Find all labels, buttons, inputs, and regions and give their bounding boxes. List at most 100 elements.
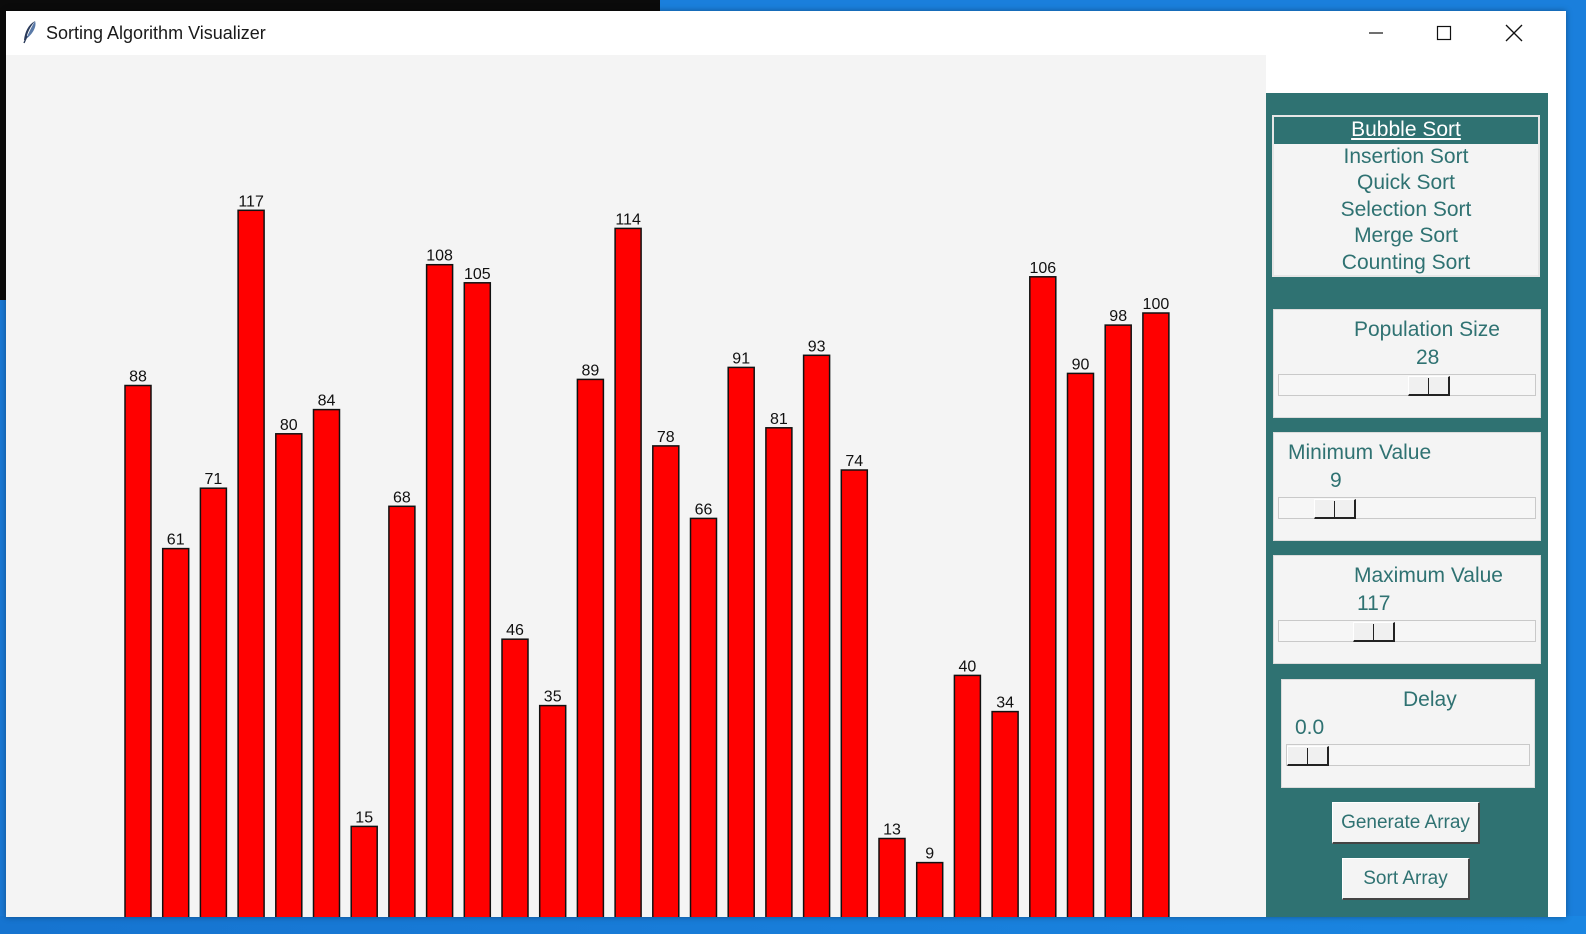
app-window: Sorting Algorithm Visualizer 88 61 71 117 80… [6,11,1566,917]
control-panel: Bubble Sort Insertion Sort Quick Sort Se… [1266,93,1548,917]
bar-value-label: 89 [582,362,600,379]
bar [614,227,642,917]
minimize-button[interactable] [1342,11,1410,55]
bar-value-label: 88 [129,369,147,386]
bar [199,487,228,917]
bar [689,517,718,917]
bar-value-label: 114 [615,211,641,228]
minimum-value-value: 9 [1330,469,1342,492]
desktop-background-top [660,0,1586,12]
bar-value-label: 15 [355,809,373,826]
bar-value-label: 40 [959,658,977,675]
bar-value-label: 13 [883,822,901,839]
bar [765,427,793,917]
bar-value-label: 93 [808,338,826,355]
maximum-value-label: Maximum Value [1354,564,1503,587]
close-icon [1505,24,1523,42]
minimum-value-slider-thumb[interactable] [1314,499,1356,519]
bar [425,263,454,917]
bar [275,433,303,917]
population-size-label: Population Size [1354,318,1500,341]
bar-value-label: 90 [1072,356,1090,373]
bar [1029,276,1057,917]
bar-value-label: 74 [845,453,863,470]
generate-array-button[interactable]: Generate Array [1332,802,1480,844]
algorithm-option[interactable]: Quick Sort [1356,171,1456,195]
bar-value-label: 98 [1109,308,1127,325]
bar [953,674,982,917]
panel-top-strip [1266,55,1566,93]
population-size-slider-thumb[interactable] [1408,376,1450,396]
bar-value-label: 34 [996,695,1014,712]
bar-value-label: 61 [167,532,185,549]
title-bar[interactable]: Sorting Algorithm Visualizer [6,11,1566,55]
algorithm-option[interactable]: Selection Sort [1340,197,1472,221]
algorithm-listbox[interactable]: Bubble Sort Insertion Sort Quick Sort Se… [1272,115,1540,277]
bar [802,354,831,917]
bar [538,704,567,917]
bar-value-label: 46 [506,622,524,639]
bar [1104,324,1132,917]
bar-value-label: 81 [770,411,788,428]
bar [576,378,605,917]
bar [915,861,944,917]
bar-value-label: 80 [280,417,298,434]
algorithm-option[interactable]: Bubble Sort [1274,117,1538,144]
algorithm-option[interactable]: Merge Sort [1354,224,1458,248]
window-title: Sorting Algorithm Visualizer [46,23,266,43]
sort-array-button[interactable]: Sort Array [1342,858,1470,900]
delay-slider-thumb[interactable] [1287,746,1329,766]
bar-value-label: 91 [732,350,750,367]
bar-value-label: 68 [393,489,411,506]
bar-canvas: 88 61 71 117 80 84 15 68 108 105 46 35 89 114 78 66 91 81… [6,55,1266,917]
bar [124,384,152,917]
minimum-value-slider[interactable] [1278,497,1536,519]
maximum-value-value: 117 [1357,592,1391,615]
bar-value-label: 106 [1029,260,1056,277]
bar-value-label: 66 [695,501,713,518]
bar [463,282,492,917]
bar [840,469,869,917]
minimum-value-label: Minimum Value [1288,441,1432,464]
bar-chart: 88 61 71 117 80 84 15 68 108 105 46 35 89 114 78 66 91 81… [124,193,1170,917]
population-size-value: 28 [1416,346,1440,369]
bar [652,445,680,917]
desktop-background-right [1566,0,1586,934]
bar [350,825,378,917]
maximum-value-slider-thumb[interactable] [1353,622,1395,642]
bar-value-label: 9 [925,846,934,863]
delay-value: 0.0 [1295,716,1325,739]
bar [1066,372,1095,917]
algorithm-option[interactable]: Counting Sort [1341,250,1471,274]
delay-scale: Delay 0.0 [1281,679,1535,788]
bar-value-label: 35 [544,689,562,706]
bar [727,366,755,917]
bar [991,710,1019,917]
population-size-scale: Population Size 28 [1273,309,1541,418]
bar [501,638,529,917]
bar [388,505,416,917]
maximize-button[interactable] [1410,11,1478,55]
bar-value-label: 117 [238,193,264,210]
algorithm-option[interactable]: Insertion Sort [1343,144,1469,168]
minimum-value-scale: Minimum Value 9 [1273,432,1541,541]
bar-value-label: 71 [205,471,223,488]
bar [878,837,906,917]
bar-value-label: 84 [318,393,336,410]
close-button[interactable] [1480,11,1548,55]
bar-value-label: 100 [1143,296,1170,313]
desktop-background-bottom [0,916,1586,934]
bar [237,209,265,917]
maximize-icon [1436,25,1452,41]
bar-value-label: 108 [426,248,453,265]
maximum-value-slider[interactable] [1278,620,1536,642]
population-size-slider[interactable] [1278,374,1536,396]
delay-label: Delay [1403,688,1457,711]
bar-value-label: 105 [464,266,491,283]
bar [1142,312,1170,917]
bar [312,408,341,917]
minimize-icon [1369,32,1383,34]
delay-slider[interactable] [1286,744,1530,766]
feather-icon [20,20,40,44]
maximum-value-scale: Maximum Value 117 [1273,555,1541,664]
